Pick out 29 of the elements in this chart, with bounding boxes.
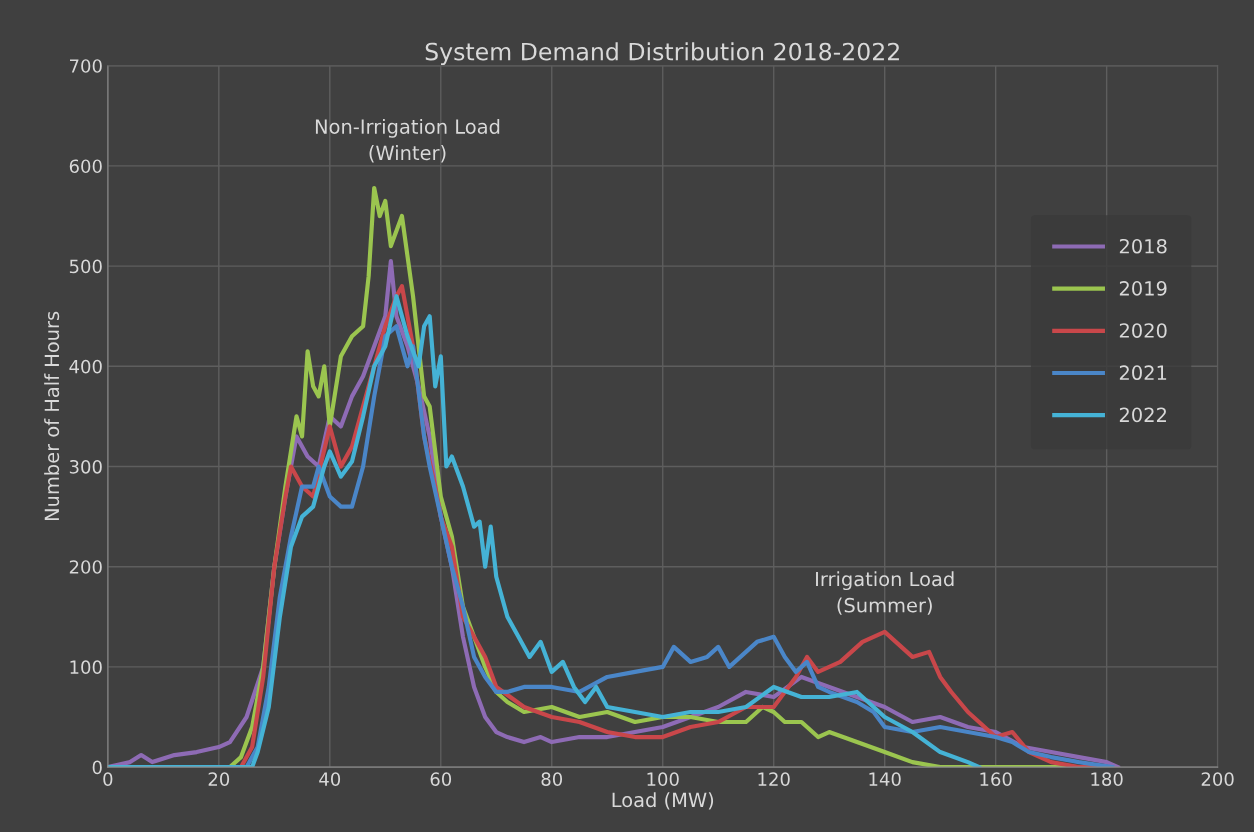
- y-tick-label: 100: [70, 660, 102, 675]
- y-tick-label: 200: [69, 560, 102, 574]
- annotation: Non-Irrigation Load (Winter): [315, 118, 500, 163]
- x-tick-label: 60: [430, 772, 452, 786]
- y-tick-label: 0: [92, 760, 102, 775]
- x-tick-label: 20: [208, 772, 230, 786]
- annotation: Irrigation Load (Summer): [816, 571, 954, 615]
- chart-title: System Demand Distribution 2018-2022: [425, 42, 899, 66]
- x-axis-title: Load (MW): [612, 792, 714, 810]
- x-tick-label: 120: [758, 772, 790, 786]
- x-tick-label: 80: [541, 772, 563, 786]
- x-tick-label: 180: [1091, 772, 1123, 786]
- y-tick-label: 600: [69, 159, 102, 174]
- legend-label: 2022: [1119, 407, 1166, 423]
- legend-label: 2020: [1119, 323, 1167, 338]
- x-tick-label: 140: [869, 772, 901, 786]
- legend-label: 2021: [1119, 365, 1167, 381]
- legend-label: 2019: [1119, 281, 1167, 296]
- y-axis-title: Number of Half Hours: [44, 311, 60, 521]
- y-tick-label: 500: [69, 259, 102, 274]
- y-tick-label: 700: [70, 59, 102, 73]
- x-tick-label: 160: [980, 772, 1012, 786]
- y-tick-label: 400: [69, 359, 102, 374]
- x-tick-label: 0: [103, 772, 113, 786]
- x-tick-label: 200: [1201, 772, 1234, 786]
- y-tick-label: 300: [69, 459, 102, 474]
- legend-label: 2018: [1119, 238, 1167, 254]
- x-tick-label: 40: [319, 772, 341, 786]
- x-tick-label: 100: [647, 772, 679, 786]
